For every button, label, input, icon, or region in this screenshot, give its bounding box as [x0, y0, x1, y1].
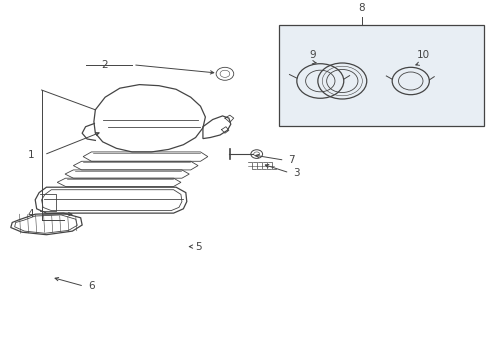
Text: 2: 2	[101, 60, 107, 70]
Text: 1: 1	[27, 150, 34, 160]
FancyBboxPatch shape	[278, 25, 483, 126]
Text: 8: 8	[358, 3, 365, 13]
Text: 10: 10	[416, 50, 429, 60]
Text: 6: 6	[88, 281, 95, 291]
Text: 4: 4	[27, 209, 34, 219]
Text: 3: 3	[293, 168, 300, 178]
Text: 7: 7	[288, 155, 295, 165]
Text: 5: 5	[195, 242, 202, 252]
Text: 9: 9	[309, 50, 316, 60]
